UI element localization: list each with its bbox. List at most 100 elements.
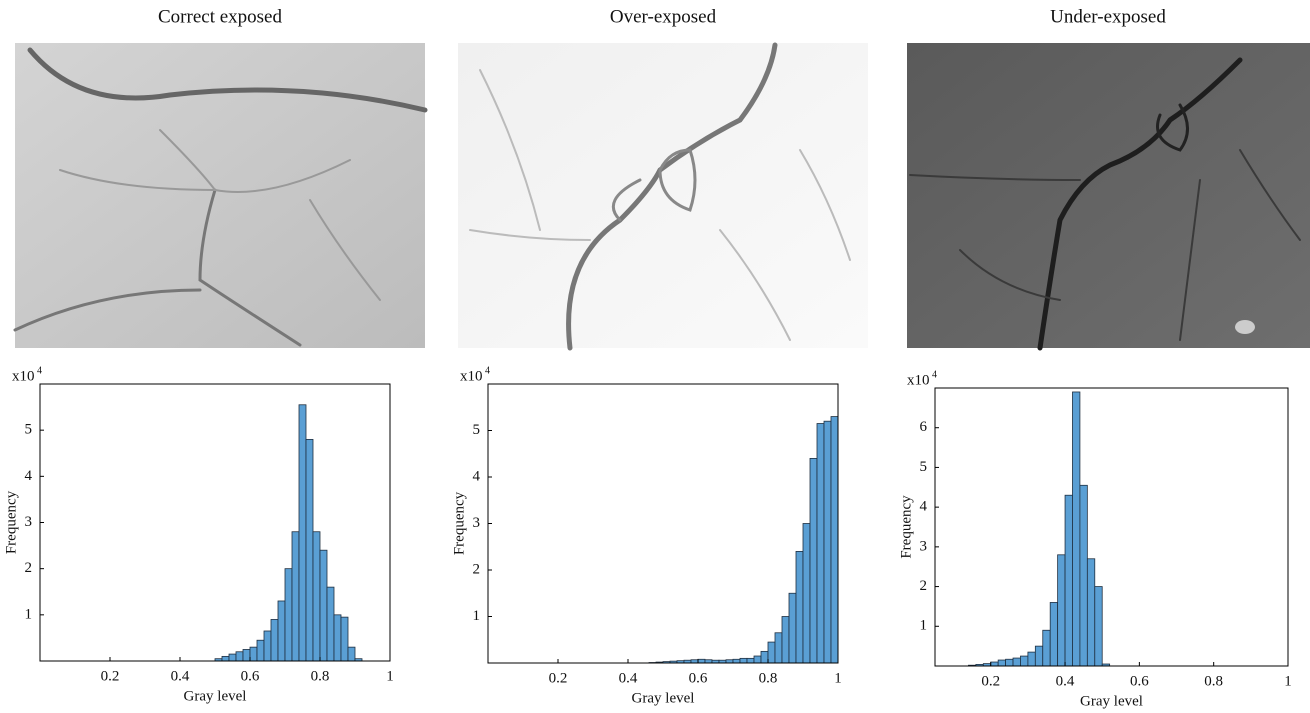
bar <box>1027 651 1036 667</box>
bar <box>312 531 321 662</box>
bar <box>347 646 356 662</box>
y-axis-label: Frequency <box>898 495 914 559</box>
y-multiplier-exponent: 4 <box>932 369 937 380</box>
x-tick-label: 0.8 <box>759 670 778 686</box>
x-tick-label: 0.6 <box>1130 673 1149 689</box>
bar <box>1042 629 1051 667</box>
bar <box>1086 558 1096 667</box>
chart-title: Correct exposed <box>158 6 282 27</box>
x-tick-label: 0.2 <box>549 670 568 686</box>
bar <box>697 658 706 664</box>
x-tick-label: 1 <box>386 668 394 684</box>
x-tick-label: 0.2 <box>101 668 120 684</box>
y-tick-label: 5 <box>473 422 481 438</box>
y-tick-label: 4 <box>473 468 481 484</box>
bar <box>228 653 237 662</box>
x-tick-label: 0.8 <box>311 668 330 684</box>
bar <box>781 616 790 664</box>
y-tick-label: 2 <box>25 560 33 576</box>
x-tick-label: 1 <box>834 670 842 686</box>
bar <box>1094 586 1103 667</box>
photo-under <box>907 43 1310 351</box>
bar <box>319 549 328 662</box>
bar <box>298 404 307 662</box>
x-tick-label: 0.8 <box>1204 673 1223 689</box>
y-multiplier-exponent: 4 <box>37 365 42 376</box>
bar <box>1072 391 1081 667</box>
bar <box>830 416 839 664</box>
bar <box>1034 645 1044 667</box>
y-multiplier: x10 <box>460 368 483 384</box>
bar <box>802 523 811 664</box>
y-multiplier: x10 <box>12 368 35 384</box>
x-tick-label: 0.4 <box>619 670 638 686</box>
bar <box>1020 655 1029 667</box>
bar <box>732 658 741 664</box>
x-tick-label: 0.4 <box>171 668 190 684</box>
y-multiplier-exponent: 4 <box>485 365 490 376</box>
bar <box>753 655 762 664</box>
x-tick-label: 0.4 <box>1056 673 1075 689</box>
bar <box>242 649 251 662</box>
y-tick-label: 2 <box>473 561 481 577</box>
bar <box>305 438 314 662</box>
bar <box>291 531 300 662</box>
y-tick-label: 4 <box>25 468 33 484</box>
bar <box>990 661 999 667</box>
bar <box>326 586 335 662</box>
bar <box>333 614 342 662</box>
bar <box>1064 494 1073 667</box>
bar <box>1012 657 1021 667</box>
bar <box>746 657 755 664</box>
y-tick-label: 2 <box>920 578 928 594</box>
x-tick-label: 0.6 <box>241 668 260 684</box>
bar <box>739 657 748 664</box>
bar <box>263 630 272 662</box>
bar <box>235 651 244 662</box>
bar <box>284 568 293 662</box>
bar <box>795 551 804 664</box>
bar <box>221 655 230 662</box>
bar <box>340 616 349 662</box>
y-tick-label: 1 <box>473 608 481 624</box>
bar <box>249 646 258 662</box>
bar <box>767 641 776 664</box>
y-tick-label: 3 <box>25 514 33 530</box>
y-multiplier: x10 <box>907 372 930 388</box>
bar <box>816 423 825 664</box>
photo-correct <box>13 43 428 348</box>
bar <box>1079 484 1088 667</box>
y-tick-label: 5 <box>920 459 928 475</box>
y-tick-label: 1 <box>920 618 928 634</box>
bar <box>277 600 286 662</box>
y-tick-label: 3 <box>920 538 928 554</box>
y-axis-label: Frequency <box>451 491 467 555</box>
bar <box>809 457 818 664</box>
x-axis-label: Gray level <box>632 690 695 706</box>
chart-title: Over-exposed <box>610 6 717 27</box>
y-tick-label: 3 <box>473 515 481 531</box>
bar <box>997 659 1006 667</box>
y-tick-label: 4 <box>920 499 928 515</box>
x-tick-label: 0.2 <box>981 673 1000 689</box>
bar <box>1057 554 1066 667</box>
bar <box>774 632 783 664</box>
bar <box>1005 658 1014 667</box>
plot-frame <box>934 387 1289 667</box>
bar <box>1049 602 1059 667</box>
x-tick-label: 0.6 <box>689 670 708 686</box>
bar <box>760 650 769 664</box>
y-tick-label: 5 <box>25 422 33 438</box>
x-axis-label: Gray level <box>1080 693 1143 709</box>
y-axis-label: Frequency <box>3 490 19 554</box>
bar <box>270 619 279 662</box>
x-tick-label: 1 <box>1284 673 1292 689</box>
bar <box>256 639 265 662</box>
bar <box>788 592 797 664</box>
x-axis-label: Gray level <box>184 688 247 704</box>
chart-title: Under-exposed <box>1050 6 1166 27</box>
photo-over <box>458 42 868 351</box>
y-tick-label: 6 <box>920 419 928 435</box>
y-tick-label: 1 <box>25 606 33 622</box>
